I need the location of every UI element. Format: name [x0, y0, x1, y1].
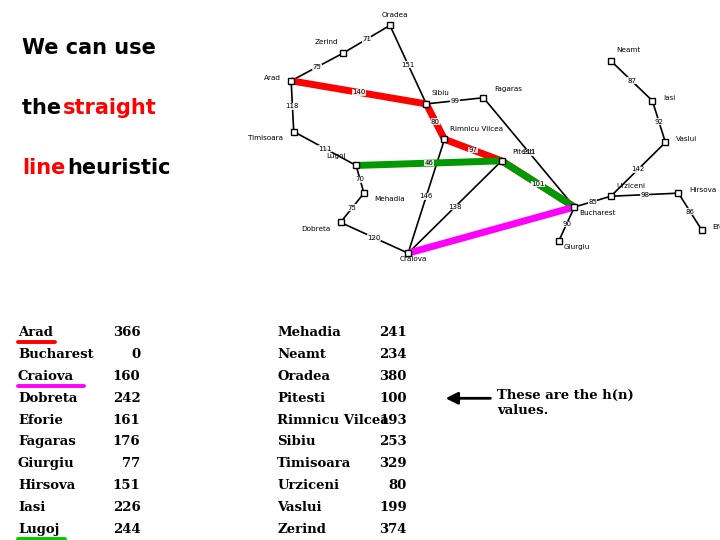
Text: 101: 101 — [531, 181, 545, 187]
Text: 161: 161 — [112, 414, 140, 427]
Text: Lugoj: Lugoj — [326, 153, 346, 159]
Text: Hirsova: Hirsova — [18, 479, 76, 492]
Text: Hirsova: Hirsova — [689, 187, 716, 193]
Text: 242: 242 — [112, 392, 140, 405]
Text: 241: 241 — [379, 326, 407, 339]
Text: 80: 80 — [431, 119, 440, 125]
Text: Bucharest: Bucharest — [18, 348, 94, 361]
Text: These are the h(n)
values.: These are the h(n) values. — [497, 389, 634, 417]
Text: Mehadia: Mehadia — [277, 326, 341, 339]
Text: Neamt: Neamt — [277, 348, 326, 361]
Text: Pitesti: Pitesti — [512, 148, 534, 154]
Text: Fagaras: Fagaras — [18, 435, 76, 448]
Text: line: line — [22, 158, 66, 178]
Text: 99: 99 — [451, 98, 459, 104]
Text: Giurgiu: Giurgiu — [18, 457, 75, 470]
Text: 97: 97 — [469, 147, 477, 153]
Text: 111: 111 — [318, 145, 332, 152]
Text: Neamt: Neamt — [616, 47, 640, 53]
Text: Rimnicu Vilcea: Rimnicu Vilcea — [277, 414, 389, 427]
Text: 100: 100 — [379, 392, 407, 405]
Text: Urziceni: Urziceni — [616, 183, 645, 188]
Text: heuristic: heuristic — [67, 158, 171, 178]
Text: 151: 151 — [112, 479, 140, 492]
Text: We can use: We can use — [22, 38, 156, 58]
Text: 0: 0 — [131, 348, 140, 361]
Text: Dobreta: Dobreta — [301, 226, 330, 232]
Text: Oradea: Oradea — [277, 370, 330, 383]
Text: Oradea: Oradea — [382, 12, 408, 18]
Text: 75: 75 — [312, 64, 322, 70]
Text: Eforie: Eforie — [18, 414, 63, 427]
Text: Bucharest: Bucharest — [580, 210, 616, 216]
Text: Zerind: Zerind — [277, 523, 326, 536]
Text: Urziceni: Urziceni — [277, 479, 339, 492]
Text: 138: 138 — [448, 204, 462, 210]
Text: 366: 366 — [113, 326, 140, 339]
Text: Dobreta: Dobreta — [18, 392, 77, 405]
Text: 140: 140 — [352, 89, 365, 96]
Text: 211: 211 — [522, 150, 536, 156]
Text: 90: 90 — [562, 221, 571, 227]
Text: Pitesti: Pitesti — [277, 392, 325, 405]
Text: Mehadia: Mehadia — [374, 197, 405, 202]
Text: 253: 253 — [379, 435, 407, 448]
Text: 77: 77 — [122, 457, 140, 470]
Text: 234: 234 — [379, 348, 407, 361]
Text: 70: 70 — [356, 176, 364, 183]
Text: 151: 151 — [402, 62, 415, 68]
Text: Fagaras: Fagaras — [494, 85, 522, 92]
Text: 85: 85 — [588, 199, 597, 205]
Text: 46: 46 — [425, 160, 433, 166]
Text: 142: 142 — [631, 166, 644, 172]
Text: Craiova: Craiova — [400, 256, 427, 262]
Text: 226: 226 — [112, 501, 140, 514]
Text: 160: 160 — [113, 370, 140, 383]
Text: Giurgiu: Giurgiu — [564, 244, 590, 250]
Text: Timisoara: Timisoara — [248, 135, 284, 141]
Text: Sibiu: Sibiu — [431, 90, 449, 96]
Text: 374: 374 — [379, 523, 407, 536]
Text: Sibiu: Sibiu — [277, 435, 315, 448]
Text: 71: 71 — [362, 36, 371, 42]
Text: 380: 380 — [379, 370, 407, 383]
Text: Arad: Arad — [18, 326, 53, 339]
Text: 193: 193 — [379, 414, 407, 427]
Text: straight: straight — [63, 98, 157, 118]
Text: Vaslui: Vaslui — [676, 137, 697, 143]
Text: 86: 86 — [685, 208, 695, 214]
Text: 75: 75 — [348, 205, 356, 211]
Text: Iasi: Iasi — [18, 501, 45, 514]
Text: the: the — [22, 98, 68, 118]
Text: Arad: Arad — [264, 75, 281, 81]
Text: Zerind: Zerind — [315, 39, 338, 45]
Text: 98: 98 — [640, 192, 649, 198]
Text: 176: 176 — [113, 435, 140, 448]
Text: 244: 244 — [112, 523, 140, 536]
Text: 146: 146 — [420, 193, 433, 199]
Text: Craiova: Craiova — [18, 370, 74, 383]
Text: Rimnicu Vilcea: Rimnicu Vilcea — [450, 126, 503, 132]
Text: Iasi: Iasi — [663, 95, 675, 101]
Text: 92: 92 — [654, 119, 663, 125]
Text: Eforie: Eforie — [712, 224, 720, 230]
Text: 120: 120 — [368, 235, 381, 241]
Text: 199: 199 — [379, 501, 407, 514]
Text: Timisoara: Timisoara — [277, 457, 351, 470]
Text: Lugoj: Lugoj — [18, 523, 59, 536]
Text: 329: 329 — [379, 457, 407, 470]
Text: Vaslui: Vaslui — [277, 501, 322, 514]
Text: 118: 118 — [286, 103, 300, 109]
Text: 80: 80 — [389, 479, 407, 492]
Text: 87: 87 — [627, 78, 636, 84]
